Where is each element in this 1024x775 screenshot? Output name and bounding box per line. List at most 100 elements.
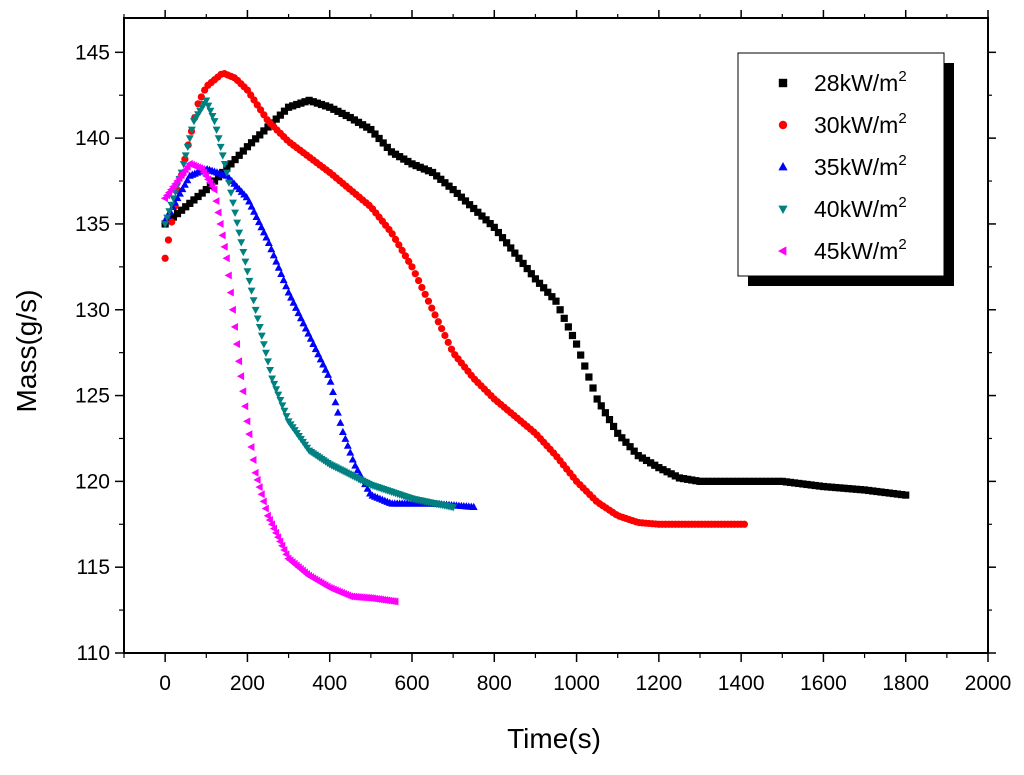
data-point xyxy=(282,282,291,290)
data-point xyxy=(428,168,437,177)
data-point xyxy=(585,373,593,381)
data-point xyxy=(250,207,258,215)
data-point xyxy=(421,290,429,298)
data-point xyxy=(297,99,305,107)
data-point xyxy=(791,479,799,487)
data-point xyxy=(363,484,372,492)
data-point xyxy=(338,427,347,436)
data-point xyxy=(414,276,423,285)
data-point xyxy=(161,221,170,229)
data-point xyxy=(186,199,194,207)
data-point xyxy=(245,197,254,205)
data-point xyxy=(503,239,511,247)
data-point xyxy=(363,123,371,131)
data-point xyxy=(287,293,295,301)
data-point xyxy=(353,466,362,474)
data-point xyxy=(253,315,262,323)
data-point xyxy=(234,357,243,366)
data-point xyxy=(183,143,192,152)
data-point xyxy=(733,477,741,485)
data-point xyxy=(239,248,248,257)
data-point xyxy=(494,228,502,237)
data-point xyxy=(180,180,189,188)
data-point xyxy=(671,472,679,480)
data-point xyxy=(204,102,213,110)
data-point xyxy=(187,126,196,134)
data-point xyxy=(163,214,172,222)
data-point xyxy=(811,481,819,490)
data-point xyxy=(257,223,266,231)
data-point xyxy=(239,147,247,155)
data-point xyxy=(229,199,237,207)
data-point xyxy=(371,130,379,138)
y-tick-label: 130 xyxy=(75,299,110,322)
data-point xyxy=(267,245,276,253)
data-point xyxy=(208,112,217,121)
legend-entry-label: 30kW/m2 xyxy=(814,110,907,138)
data-point xyxy=(233,219,242,227)
data-point xyxy=(175,189,184,197)
x-tick-label: 2000 xyxy=(965,672,1012,695)
data-point xyxy=(391,235,400,243)
data-point xyxy=(721,477,729,485)
data-point xyxy=(260,127,268,135)
data-point xyxy=(254,217,263,226)
data-point xyxy=(269,524,278,533)
data-point xyxy=(343,441,352,449)
legend-superscript: 2 xyxy=(898,152,906,169)
x-tick-label: 1000 xyxy=(553,672,600,695)
data-point xyxy=(280,107,289,115)
data-point xyxy=(292,303,300,311)
data-point xyxy=(786,478,795,487)
data-point xyxy=(556,306,564,314)
data-point xyxy=(224,179,233,187)
data-point xyxy=(614,429,622,437)
data-point xyxy=(447,345,456,353)
data-point xyxy=(194,192,202,201)
data-point xyxy=(237,239,246,247)
data-point xyxy=(354,118,363,126)
data-point xyxy=(181,152,190,160)
data-point xyxy=(478,212,486,220)
data-point xyxy=(245,430,253,439)
data-point xyxy=(856,486,865,494)
data-point xyxy=(548,293,556,301)
legend-entry-label: 28kW/m2 xyxy=(814,68,907,96)
data-point xyxy=(263,511,271,520)
data-point xyxy=(334,107,342,115)
data-point xyxy=(865,486,873,495)
data-point xyxy=(348,455,357,463)
data-point xyxy=(259,341,268,349)
data-point xyxy=(299,319,308,327)
data-point xyxy=(519,259,527,268)
data-point xyxy=(293,100,301,109)
data-point xyxy=(396,153,404,161)
data-point xyxy=(296,314,305,322)
x-axis-title: Time(s) xyxy=(507,723,601,754)
y-tick-label: 145 xyxy=(75,41,110,64)
data-point xyxy=(247,139,256,147)
data-point xyxy=(634,452,642,460)
data-point xyxy=(428,304,436,312)
y-tick-label: 140 xyxy=(75,127,110,150)
data-point xyxy=(568,331,577,340)
data-point xyxy=(420,165,428,173)
data-point xyxy=(220,160,229,169)
data-point xyxy=(840,484,848,492)
x-tick-label: 1800 xyxy=(882,672,929,695)
data-point xyxy=(540,284,548,292)
data-point xyxy=(251,468,259,477)
data-point xyxy=(216,219,224,228)
data-point xyxy=(262,233,271,241)
data-point xyxy=(278,541,286,550)
data-point xyxy=(317,100,326,109)
data-point xyxy=(848,485,856,493)
data-point xyxy=(836,484,844,492)
data-point xyxy=(828,483,836,491)
data-point xyxy=(782,478,790,486)
data-point xyxy=(482,216,490,224)
data-point xyxy=(272,115,280,123)
data-point xyxy=(527,270,535,278)
data-point xyxy=(289,298,298,306)
data-point xyxy=(515,254,523,262)
